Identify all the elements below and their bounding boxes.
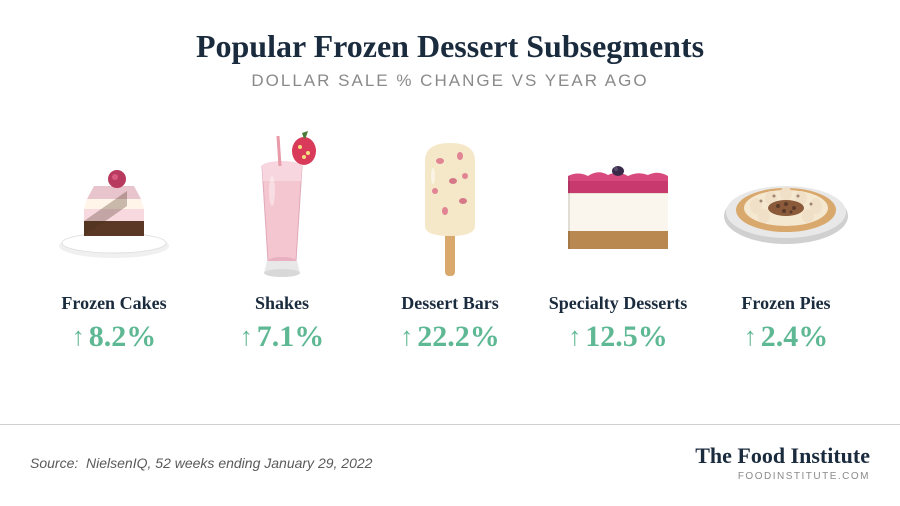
item-value: ↑ 8.2% (72, 320, 157, 354)
arrow-up-icon: ↑ (400, 324, 413, 350)
item-label: Frozen Cakes (61, 293, 166, 314)
item-label: Frozen Pies (741, 293, 830, 314)
cake-slice-icon (44, 131, 184, 281)
shake-icon (212, 131, 352, 281)
arrow-up-icon: ↑ (568, 324, 581, 350)
value-text: 8.2% (89, 320, 157, 354)
value-text: 22.2% (417, 320, 500, 354)
item-shakes: Shakes ↑ 7.1% (202, 131, 362, 354)
item-specialty-desserts: Specialty Desserts ↑ 12.5% (538, 131, 698, 354)
brand-name: The Food Institute (695, 443, 870, 469)
item-dessert-bars: Dessert Bars ↑ 22.2% (370, 131, 530, 354)
header: Popular Frozen Dessert Subsegments DOLLA… (0, 0, 900, 91)
item-value: ↑ 12.5% (568, 320, 668, 354)
pie-icon (716, 131, 856, 281)
footer: Source: NielsenIQ, 52 weeks ending Janua… (0, 424, 900, 506)
brand-url: FOODINSTITUTE.COM (695, 471, 870, 482)
item-frozen-cakes: Frozen Cakes ↑ 8.2% (34, 131, 194, 354)
item-value: ↑ 7.1% (240, 320, 325, 354)
page-title: Popular Frozen Dessert Subsegments (0, 28, 900, 65)
cheesecake-icon (548, 131, 688, 281)
page-subtitle: DOLLAR SALE % CHANGE VS YEAR AGO (0, 71, 900, 91)
brand-block: The Food Institute FOODINSTITUTE.COM (695, 443, 870, 482)
arrow-up-icon: ↑ (72, 324, 85, 350)
value-text: 7.1% (257, 320, 325, 354)
value-text: 12.5% (585, 320, 668, 354)
item-frozen-pies: Frozen Pies ↑ 2.4% (706, 131, 866, 354)
arrow-up-icon: ↑ (744, 324, 757, 350)
source-label: Source: (30, 455, 78, 471)
items-row: Frozen Cakes ↑ 8.2% Shakes (0, 101, 900, 354)
item-label: Dessert Bars (401, 293, 498, 314)
ice-cream-bar-icon (380, 131, 520, 281)
item-value: ↑ 2.4% (744, 320, 829, 354)
item-label: Shakes (255, 293, 309, 314)
item-label: Specialty Desserts (549, 293, 687, 314)
arrow-up-icon: ↑ (240, 324, 253, 350)
item-value: ↑ 22.2% (400, 320, 500, 354)
value-text: 2.4% (761, 320, 829, 354)
source-text: Source: NielsenIQ, 52 weeks ending Janua… (30, 455, 372, 471)
source-detail: NielsenIQ, 52 weeks ending January 29, 2… (86, 455, 372, 471)
